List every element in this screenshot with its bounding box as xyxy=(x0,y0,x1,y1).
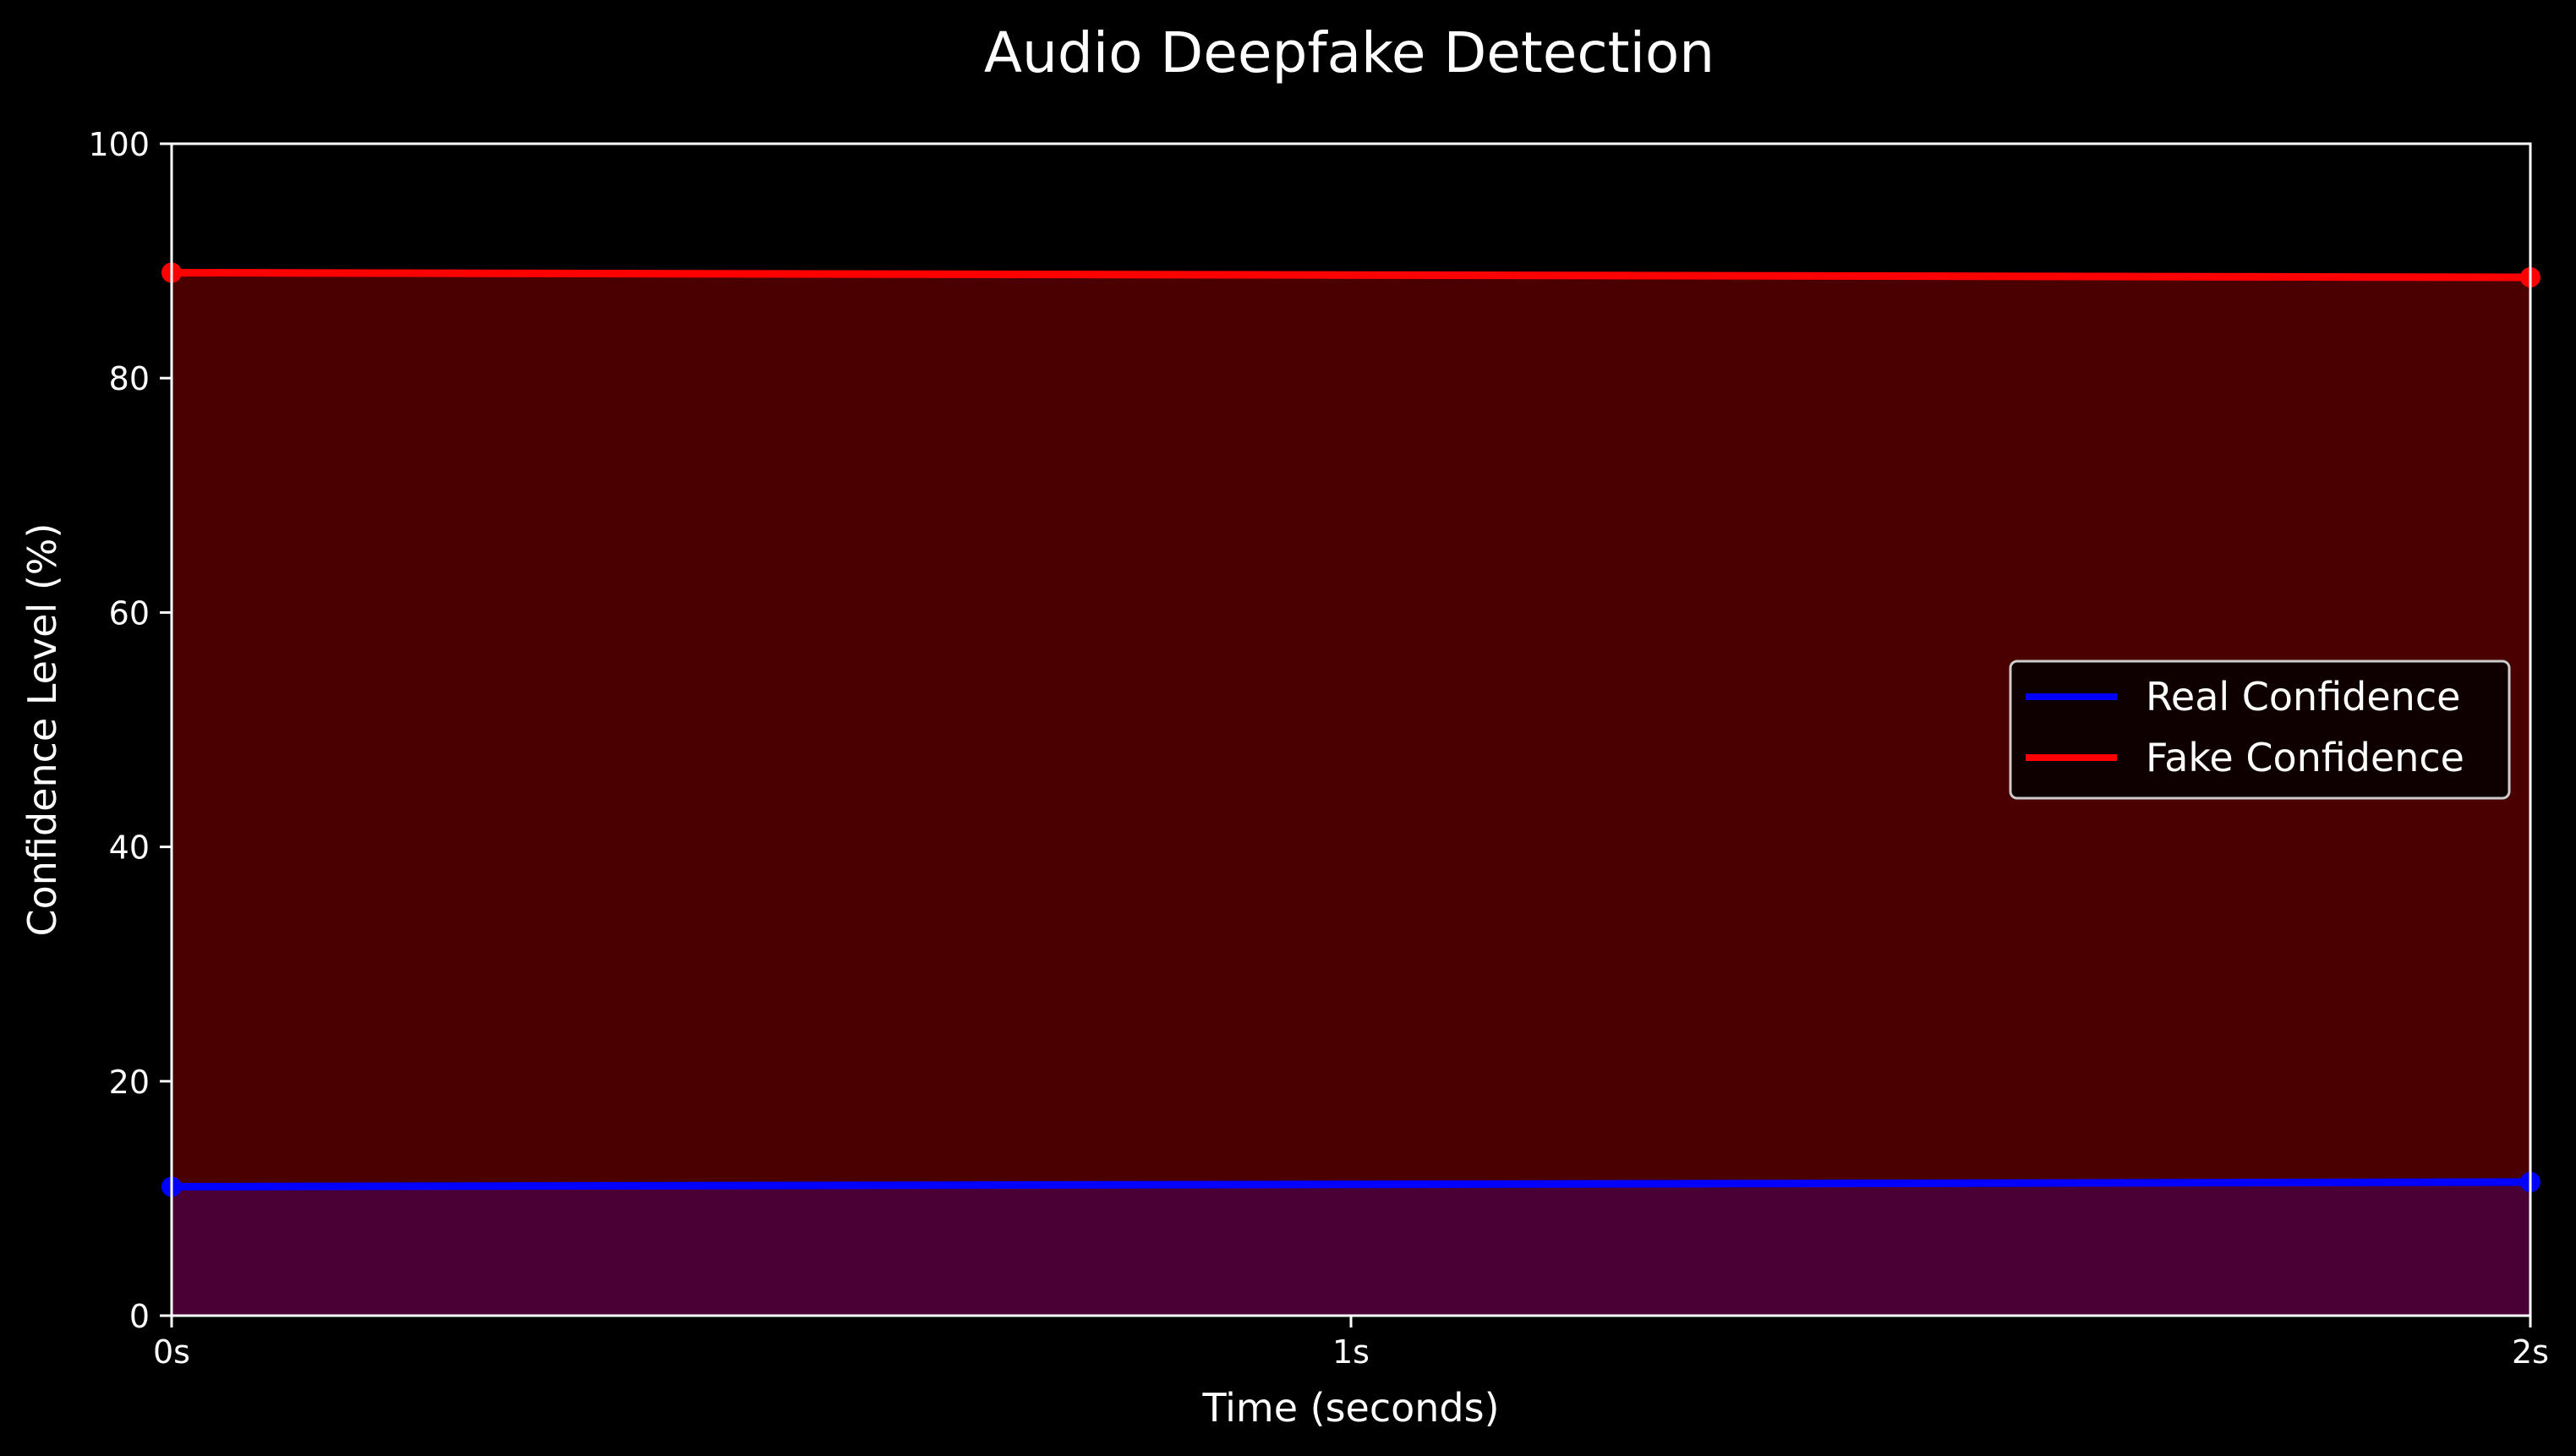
x-axis: 0s 1s 2s xyxy=(153,1316,2549,1371)
y-tick-label: 60 xyxy=(109,594,150,632)
y-tick-label: 0 xyxy=(129,1298,150,1335)
y-axis-label: Confidence Level (%) xyxy=(19,523,65,937)
y-axis: 0 20 40 60 80 100 xyxy=(88,126,172,1335)
x-tick-label: 1s xyxy=(1332,1333,1370,1371)
legend: Real Confidence Fake Confidence xyxy=(2009,660,2511,800)
legend-label-fake: Fake Confidence xyxy=(2146,735,2464,780)
area-real xyxy=(172,1181,2530,1316)
y-tick-label: 40 xyxy=(109,829,150,867)
legend-box xyxy=(2009,660,2511,800)
series-line-fake xyxy=(171,268,2531,282)
x-tick-label: 0s xyxy=(153,1333,190,1371)
y-tick-label: 80 xyxy=(109,360,150,397)
y-tick-label: 20 xyxy=(109,1064,150,1101)
chart-title: Audio Deepfake Detection xyxy=(984,20,1715,85)
area-fake xyxy=(172,272,2530,1316)
series-layer xyxy=(161,262,2540,1316)
series-line-real xyxy=(171,1178,2531,1191)
legend-label-real: Real Confidence xyxy=(2146,674,2460,720)
x-tick-label: 2s xyxy=(2512,1333,2549,1371)
x-axis-label: Time (seconds) xyxy=(1201,1385,1499,1431)
y-tick-label: 100 xyxy=(88,126,150,163)
